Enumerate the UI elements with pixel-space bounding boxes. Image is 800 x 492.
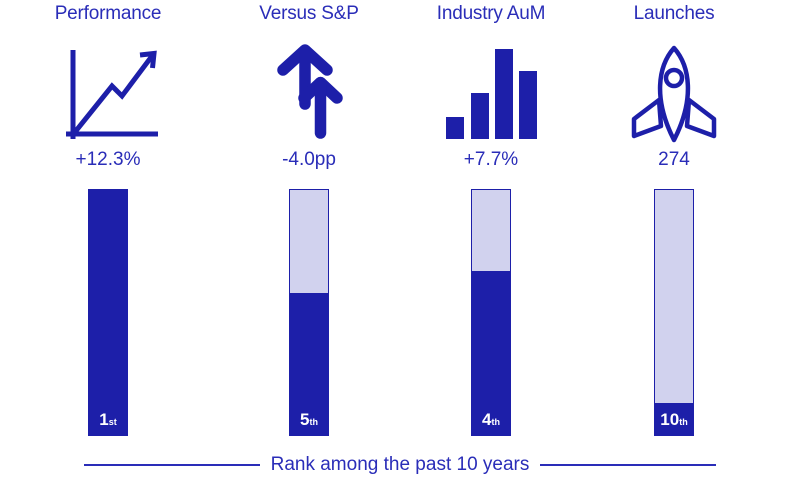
metric-value: -4.0pp [282, 149, 336, 170]
rank-suffix: th [309, 417, 318, 427]
caption-rule-left [83, 464, 260, 466]
column-title: Performance [54, 3, 162, 24]
rank-bar: 1st [88, 189, 128, 436]
metric-column-versus-sp: Versus S&P -4.0pp 5th [219, 0, 399, 436]
icon-box [18, 35, 198, 147]
double-up-arrows-icon [270, 37, 348, 145]
rank-bar-fill [290, 292, 328, 435]
metric-column-performance: Performance +12.3% 1st [18, 0, 198, 436]
rank-suffix: th [491, 417, 500, 427]
icon-box [584, 35, 764, 147]
rank-label: 1st [89, 411, 127, 429]
column-title: Launches [633, 3, 715, 24]
rocket-icon [621, 37, 727, 145]
caption-rule-right [540, 464, 717, 466]
column-title: Industry AuM [436, 3, 546, 24]
rank-bar: 5th [289, 189, 329, 436]
rank-suffix: st [108, 417, 117, 427]
metric-column-launches: Launches 274 10th [584, 0, 764, 436]
rank-suffix: th [679, 417, 688, 427]
bar-chart-icon [442, 42, 540, 140]
rank-label: 4th [472, 411, 510, 429]
rank-bar: 4th [471, 189, 511, 436]
metric-value: 274 [658, 149, 690, 170]
rank-bar-fill [655, 403, 693, 435]
footer-caption-row: Rank among the past 10 years [0, 452, 800, 478]
rank-number: 4 [482, 410, 492, 429]
rank-label: 10th [655, 411, 693, 429]
rank-bar-fill [89, 190, 127, 435]
rank-bar: 10th [654, 189, 694, 436]
caption-text: Rank among the past 10 years [270, 454, 530, 475]
rank-number: 5 [300, 410, 310, 429]
icon-box [219, 35, 399, 147]
trend-line-icon [56, 39, 160, 143]
column-title: Versus S&P [259, 3, 359, 24]
rank-bar-fill [472, 270, 510, 435]
metric-column-industry-aum: Industry AuM +7.7% 4th [401, 0, 581, 436]
icon-box [401, 35, 581, 147]
rank-number: 10 [660, 410, 680, 429]
metric-value: +7.7% [463, 149, 519, 170]
rank-label: 5th [290, 411, 328, 429]
metric-value: +12.3% [75, 149, 141, 170]
rank-number: 1 [99, 410, 109, 429]
